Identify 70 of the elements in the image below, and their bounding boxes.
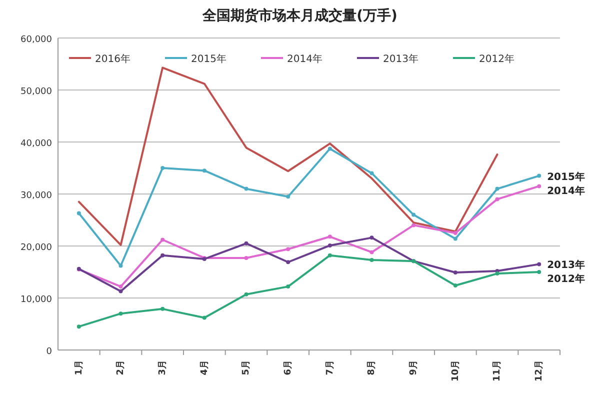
point — [495, 272, 500, 276]
x-tick-label: 4月 — [198, 360, 210, 376]
point — [412, 212, 416, 217]
point — [202, 168, 206, 173]
point — [244, 241, 248, 246]
x-tick-label: 11月 — [492, 360, 503, 382]
point — [328, 146, 332, 151]
point — [160, 238, 165, 242]
x-tick-label: 3月 — [157, 360, 168, 376]
point — [244, 292, 248, 296]
point — [160, 166, 165, 170]
annotation: 2014年 — [547, 184, 585, 197]
x-tick-label: 2月 — [115, 360, 126, 376]
point — [286, 247, 290, 252]
point — [537, 262, 542, 266]
annotation: 2013年 — [547, 259, 585, 272]
point — [160, 306, 165, 311]
chart-title: 全国期货市场本月成交量(万手) — [202, 7, 398, 24]
point — [412, 223, 416, 228]
point — [453, 284, 458, 288]
legend-label: 2012年 — [479, 53, 514, 65]
point — [370, 258, 374, 262]
y-tick-label: 0 — [46, 347, 52, 357]
x-tick-label: 5月 — [240, 360, 252, 376]
annotation: 2015年 — [547, 170, 585, 183]
point — [370, 171, 374, 176]
legend-label: 2014年 — [287, 53, 322, 65]
point — [495, 186, 500, 191]
y-tick-label: 50,000 — [20, 87, 52, 97]
x-tick-label: 10月 — [450, 360, 461, 382]
y-tick-label: 60,000 — [20, 35, 52, 45]
point — [328, 234, 332, 239]
x-tick-label: 1月 — [73, 360, 84, 376]
point — [537, 270, 542, 274]
point — [453, 236, 458, 241]
legend-label: 2015年 — [191, 53, 226, 65]
point — [453, 270, 458, 275]
point — [537, 184, 542, 188]
point — [286, 284, 290, 289]
point — [76, 324, 81, 329]
point — [370, 236, 374, 240]
legend-label: 2013年 — [383, 53, 418, 65]
point — [118, 312, 123, 316]
y-tick-label: 40,000 — [20, 139, 52, 149]
point — [244, 256, 248, 260]
point — [118, 264, 123, 268]
point — [537, 174, 542, 178]
x-tick-label: 8月 — [366, 360, 378, 376]
point — [328, 253, 332, 258]
x-tick-label: 7月 — [324, 360, 336, 376]
point — [118, 289, 123, 294]
point — [160, 253, 165, 258]
point — [495, 197, 500, 202]
point — [328, 243, 332, 248]
y-tick-label: 10,000 — [20, 295, 52, 305]
y-tick-label: 20,000 — [20, 243, 52, 253]
point — [202, 316, 206, 320]
x-tick-label: 6月 — [282, 360, 294, 376]
x-tick-label: 9月 — [408, 360, 420, 376]
point — [453, 231, 458, 235]
point — [244, 186, 248, 191]
x-tick-label: 12月 — [534, 360, 545, 382]
point — [370, 250, 374, 254]
point — [286, 260, 290, 264]
point — [118, 284, 123, 289]
legend-label: 2016年 — [95, 53, 130, 65]
annotation: 2012年 — [547, 273, 585, 286]
point — [76, 211, 81, 216]
y-tick-label: 30,000 — [20, 191, 52, 201]
point — [286, 194, 290, 199]
